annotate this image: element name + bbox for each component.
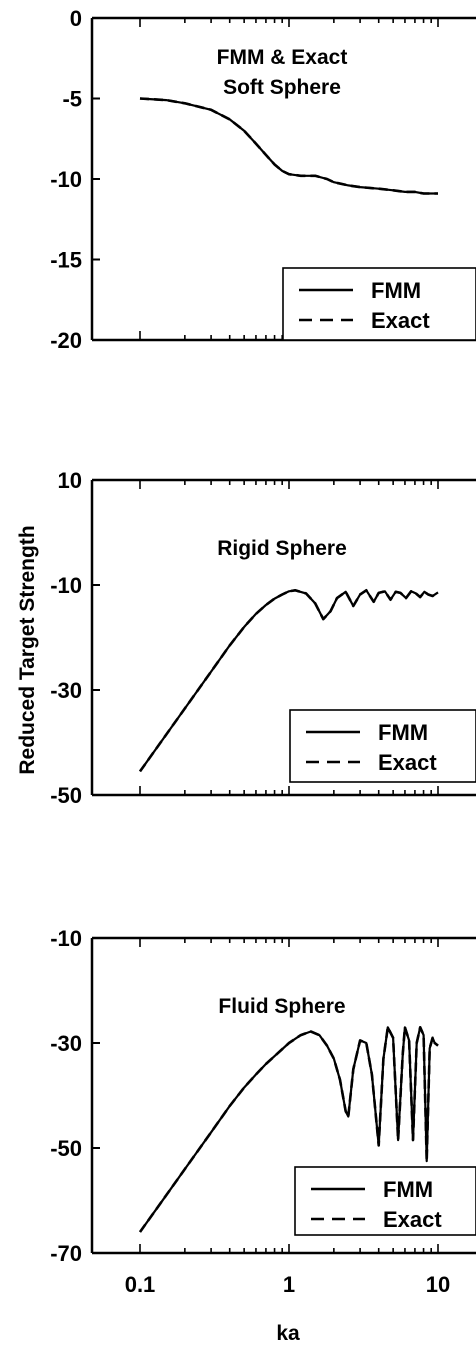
y-tick-label: -50 bbox=[50, 783, 82, 808]
legend: FMM Exact bbox=[289, 709, 476, 783]
panel-title: FMM & Exact bbox=[217, 46, 348, 69]
legend-label-exact: Exact bbox=[371, 308, 430, 333]
legend-label-fmm: FMM bbox=[378, 720, 428, 745]
panel-1: 0 -5 -10 -15 -20 FMM & Exact Soft Sphere FMM Exa… bbox=[50, 6, 476, 353]
y-tick-label: -30 bbox=[50, 678, 82, 703]
panel-title: Fluid Sphere bbox=[218, 995, 345, 1018]
panel-title: Soft Sphere bbox=[223, 76, 341, 99]
series-line-exact bbox=[139, 97, 438, 195]
panel-title: Rigid Sphere bbox=[217, 537, 347, 560]
y-tick-label: -10 bbox=[50, 573, 82, 598]
legend: FMM Exact bbox=[294, 1166, 476, 1236]
y-tick-label: -10 bbox=[50, 926, 82, 951]
series-line-fmm bbox=[139, 97, 438, 195]
legend: FMM Exact bbox=[282, 267, 476, 341]
y-tick-label: -50 bbox=[50, 1136, 82, 1161]
y-tick-label: -5 bbox=[62, 87, 82, 112]
series-line-exact bbox=[138, 589, 439, 773]
panel-2: 10 -10 -30 -50 Rigid Sphere FMM Exact bbox=[50, 468, 476, 808]
legend-label-fmm: FMM bbox=[371, 278, 421, 303]
y-tick-label: -15 bbox=[50, 248, 82, 273]
y-tick-label: 10 bbox=[58, 468, 82, 493]
legend-box bbox=[282, 267, 476, 341]
panel-3: -10 -30 -50 -70 Fluid Sphere FMM Exact 0.1 1 10 bbox=[50, 926, 476, 1297]
x-axis-label: ka bbox=[276, 1322, 300, 1345]
y-tick-label: -10 bbox=[50, 167, 82, 192]
series-line-exact bbox=[138, 1026, 439, 1233]
y-axis-label: Reduced Target Strength bbox=[16, 525, 39, 774]
legend-box bbox=[294, 1166, 476, 1236]
legend-box bbox=[289, 709, 476, 783]
x-tick-label: 10 bbox=[426, 1272, 450, 1297]
y-tick-label: -70 bbox=[50, 1241, 82, 1266]
legend-label-fmm: FMM bbox=[383, 1177, 433, 1202]
y-tick-label: 0 bbox=[70, 6, 82, 31]
y-tick-label: -30 bbox=[50, 1031, 82, 1056]
x-tick-label: 1 bbox=[283, 1272, 295, 1297]
legend-label-exact: Exact bbox=[378, 750, 437, 775]
y-tick-label: -20 bbox=[50, 328, 82, 353]
x-tick-label: 0.1 bbox=[125, 1272, 156, 1297]
legend-label-exact: Exact bbox=[383, 1207, 442, 1232]
